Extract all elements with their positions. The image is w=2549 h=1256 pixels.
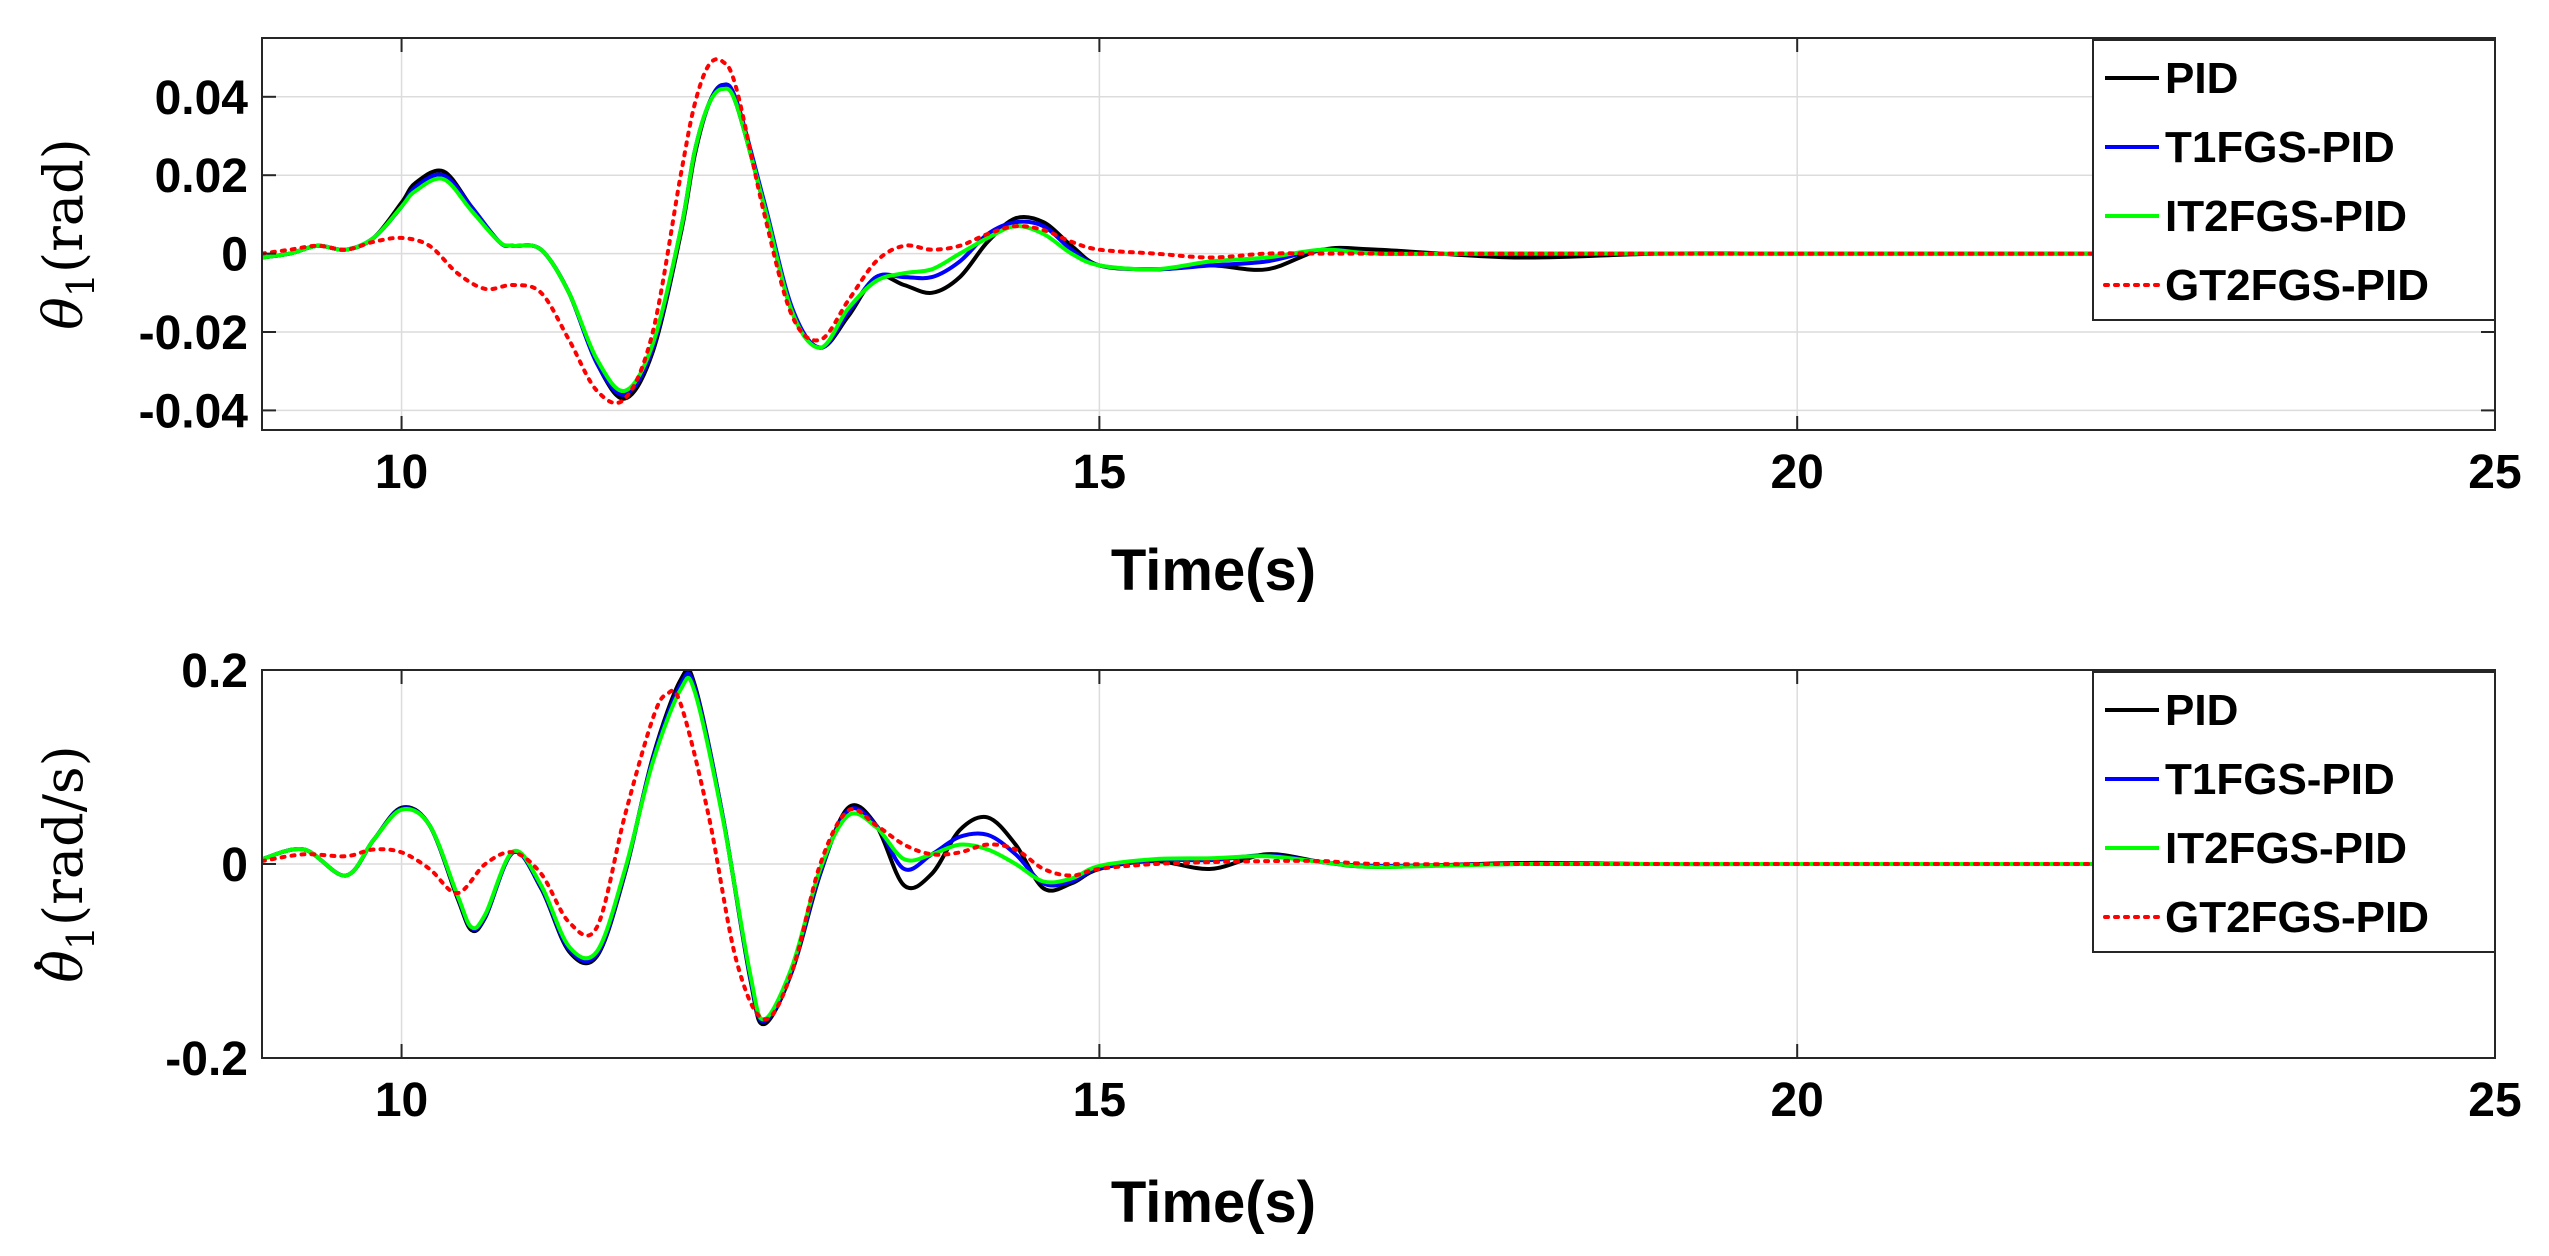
y-tick-label: 0.2 [181,645,248,698]
y-tick-label: 0 [221,839,248,892]
legend-label-pid: PID [2165,686,2238,735]
y-tick-label: -0.04 [139,385,249,438]
y-axis-label: θ1(rad/s) [32,745,103,982]
series-group [262,57,2121,406]
x-tick-label: 25 [2468,1074,2521,1127]
x-tick-label: 20 [1770,446,1823,499]
legend-label-t1fgs-pid: T1FGS-PID [2165,755,2395,804]
legend-box [2092,671,2496,953]
x-tick-label: 25 [2468,446,2521,499]
y-axis-label: θ1(rad) [32,138,103,329]
x-tick-label: 15 [1073,1074,1126,1127]
x-axis-label: Time(s) [1111,1170,1316,1235]
series-line-gt2fgs-pid [262,57,2121,406]
top-chart-theta1: 10 15 20 25 -0.04 -0.02 0 0.02 0.04 Time(s) θ1(rad… [32,37,2522,603]
x-tick-label: 10 [375,446,428,499]
svg-text:θ1(rad/s): θ1(rad/s) [32,745,103,982]
y-label-dot [34,961,42,970]
y-tick-label: 0 [221,229,248,282]
y-tick-label: 0.02 [155,150,248,203]
series-line-gt2fgs-pid [262,688,2121,1022]
svg-text:θ1(rad): θ1(rad) [32,138,103,329]
legend: PID T1FGS-PID IT2FGS-PID GT2FGS-PID [2092,671,2496,953]
legend: PID T1FGS-PID IT2FGS-PID GT2FGS-PID [2092,39,2496,321]
legend-box [2092,39,2496,321]
legend-label-it2fgs-pid: IT2FGS-PID [2165,192,2407,241]
y-tick-label: -0.02 [139,307,248,360]
bottom-chart-theta1-dot: 10 15 20 25 -0.2 0 0.2 Time(s) θ1(rad/s) PID T1FGS… [32,645,2522,1235]
x-tick-label: 10 [375,1074,428,1127]
legend-label-it2fgs-pid: IT2FGS-PID [2165,824,2407,873]
legend-label-t1fgs-pid: T1FGS-PID [2165,123,2395,172]
legend-label-gt2fgs-pid: GT2FGS-PID [2165,261,2429,310]
x-tick-label: 15 [1073,446,1126,499]
legend-label-gt2fgs-pid: GT2FGS-PID [2165,893,2429,942]
y-tick-label: -0.2 [165,1033,248,1086]
series-group [262,670,2121,1027]
legend-label-pid: PID [2165,54,2238,103]
x-tick-label: 20 [1770,1074,1823,1127]
x-axis-label: Time(s) [1111,538,1316,603]
y-tick-label: 0.04 [155,72,249,125]
